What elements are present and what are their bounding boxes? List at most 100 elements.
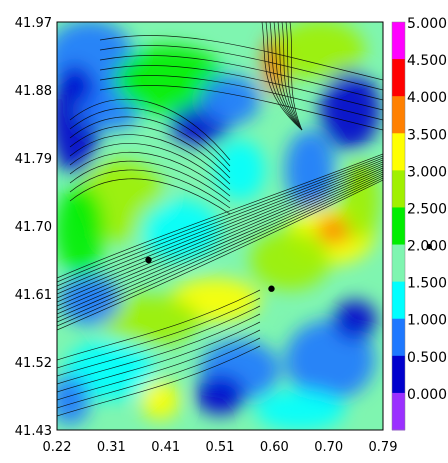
y-tick-label: 41.52 (15, 356, 52, 371)
colorbar-frame (391, 21, 406, 431)
streamline (57, 175, 383, 323)
colorbar-swatch (392, 318, 405, 357)
field-blob (285, 130, 335, 210)
streamline (285, 22, 303, 131)
streamline (57, 345, 261, 417)
streamline (57, 173, 383, 319)
field-blob (57, 65, 100, 175)
colorbar-swatch (392, 96, 405, 134)
y-tick-label: 41.88 (15, 84, 52, 99)
field-blob (57, 375, 90, 425)
y-tick-label: 41.70 (15, 220, 52, 235)
streamline (69, 143, 231, 191)
y-tick-label: 41.97 (15, 16, 52, 31)
field-blob (140, 380, 180, 420)
streamline (289, 22, 303, 131)
streamline (57, 157, 383, 287)
y-tick-label: 41.61 (15, 288, 52, 303)
streamline (99, 55, 383, 101)
streamline (57, 337, 261, 409)
colorbar-tick-label: 4.000 (407, 90, 447, 106)
streamline (99, 45, 383, 91)
streamline (69, 116, 231, 173)
colorbar-swatch (392, 281, 405, 320)
y-tick-label: 41.43 (15, 424, 52, 439)
streamline (269, 22, 303, 131)
marker-group (145, 256, 275, 292)
streamline (69, 160, 231, 203)
streamline (57, 155, 383, 283)
x-tick-label: 0.60 (260, 440, 289, 455)
x-axis: 0.22 0.31 0.41 0.51 0.60 0.70 0.79 (43, 440, 398, 455)
colorbar-swatch (392, 355, 405, 394)
streamline (57, 169, 383, 311)
colorbar-swatch (392, 244, 405, 283)
streamline (57, 297, 261, 369)
colorbar: 0.000 0.500 1.000 1.500 2.000 2.500 3.000 3.500… (391, 16, 447, 431)
streamline (57, 165, 383, 303)
streamline (69, 152, 231, 197)
streamline (57, 153, 383, 279)
streamline (273, 22, 303, 131)
field-blob (200, 75, 260, 125)
streamline (69, 125, 231, 179)
streamline (261, 22, 303, 131)
plot-frame (56, 21, 384, 431)
field-blob (57, 185, 105, 275)
colorbar-tick-label: 1.500 (407, 276, 447, 292)
colorbar-tick-label: 0.000 (407, 387, 447, 403)
field-blob (275, 22, 365, 80)
station-marker (268, 285, 275, 292)
field-blob (215, 140, 265, 200)
streamline (99, 85, 383, 131)
colorbar-tick-label: 3.500 (407, 127, 447, 143)
colorbar-tick-label: 0.500 (407, 350, 447, 366)
colorbar-swatch (392, 170, 405, 208)
x-tick-label: 0.31 (97, 440, 126, 455)
colorbar-tick-label: 3.000 (407, 164, 447, 180)
streamline (99, 75, 383, 121)
colorbar-swatch (392, 392, 405, 431)
colorbar-swatch (392, 59, 405, 97)
streamlines (57, 22, 383, 417)
field-blob (333, 300, 377, 340)
streamline (57, 305, 261, 377)
field-blob (140, 200, 220, 260)
x-tick-label: 0.79 (369, 440, 398, 455)
streamline (265, 22, 303, 131)
colorbar-tick-label: 2.000 (407, 239, 447, 255)
field-blob (100, 295, 200, 345)
streamline (57, 159, 383, 291)
streamline (57, 289, 261, 361)
y-axis: 41.97 41.88 41.79 41.70 41.61 41.52 41.43 (15, 16, 52, 439)
streamline (69, 107, 231, 167)
colorbar-swatch (392, 133, 405, 171)
colorbar-tick-label: 4.500 (407, 53, 447, 69)
streamline (69, 134, 231, 185)
streamline (57, 161, 383, 295)
streamline (99, 65, 383, 111)
y-tick-label: 41.79 (15, 152, 52, 167)
x-tick-label: 0.51 (206, 440, 235, 455)
streamline (69, 178, 231, 215)
x-tick-label: 0.41 (151, 440, 180, 455)
legend-marker: • (424, 237, 435, 258)
field-blob (115, 45, 225, 115)
field-blob (195, 375, 245, 415)
x-tick-label: 0.22 (43, 440, 72, 455)
streamline (69, 169, 231, 209)
field-blob (320, 70, 380, 150)
colorbar-tick-label: 1.000 (407, 313, 447, 329)
streamline (281, 22, 303, 131)
streamline (57, 177, 383, 327)
streamline (57, 329, 261, 401)
field-blob (65, 340, 155, 400)
field-blob (250, 230, 330, 290)
colorbar-tick-label: 2.500 (407, 201, 447, 217)
field-blob (255, 390, 345, 430)
streamline (57, 321, 261, 393)
station-marker (145, 256, 152, 264)
field-blob (285, 320, 375, 400)
x-tick-label: 0.70 (314, 440, 343, 455)
